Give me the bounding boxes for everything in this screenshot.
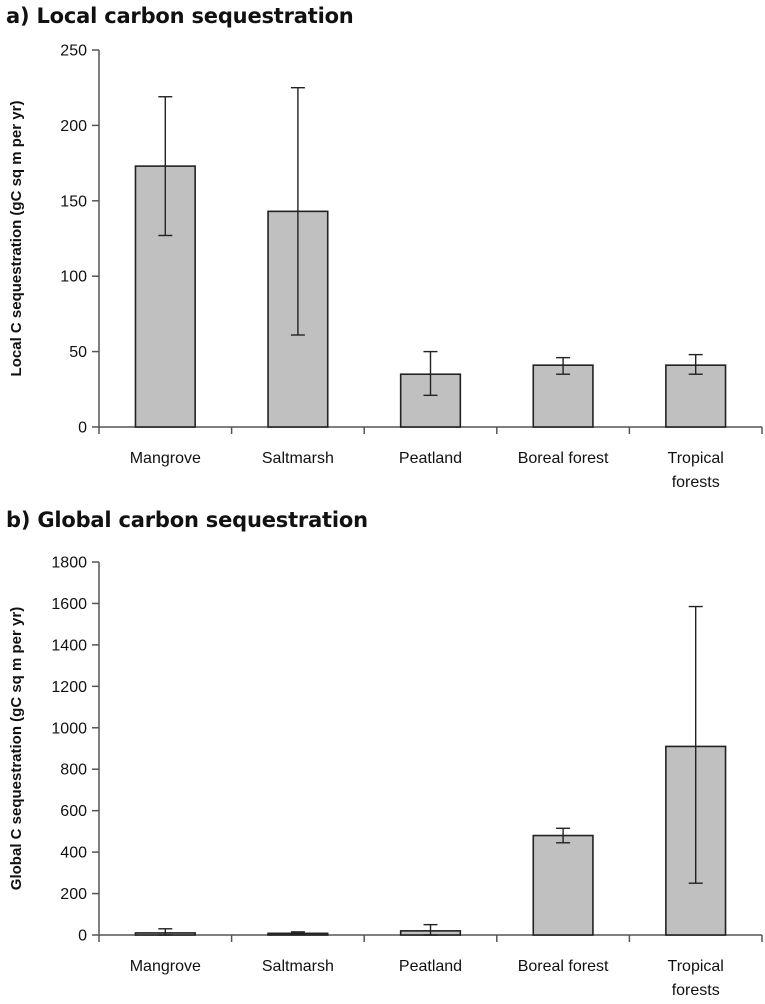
chart-title: b) Global carbon sequestration — [6, 508, 368, 532]
y-tick-label: 1800 — [51, 555, 87, 572]
y-tick-label: 400 — [60, 845, 87, 862]
bar — [532, 834, 594, 936]
bar — [665, 364, 727, 428]
y-tick-label: 1000 — [51, 720, 87, 737]
y-tick-label: 800 — [60, 762, 87, 779]
y-tick-label: 600 — [60, 803, 87, 820]
chart-title: a) Local carbon sequestration — [6, 4, 354, 28]
y-tick-label: 250 — [60, 43, 87, 60]
x-tick-label: Peatland — [399, 450, 462, 467]
x-tick-label: Peatland — [399, 958, 462, 975]
y-axis-label: Local C sequestration (gC sq m per yr) — [8, 101, 25, 377]
y-tick-label: 1400 — [51, 637, 87, 654]
x-tick-label: Boreal forest — [518, 958, 609, 975]
x-tick-label: Mangrove — [130, 450, 201, 467]
x-tick-label: Saltmarsh — [262, 450, 334, 467]
x-tick-label: Tropical — [668, 450, 724, 467]
x-tick-label: Mangrove — [130, 958, 201, 975]
local-sequestration-chart: Local C sequestration (gC sq m per yr) 0 5… — [8, 43, 763, 491]
y-tick-label: 50 — [69, 344, 87, 361]
x-tick-label: Saltmarsh — [262, 958, 334, 975]
bar — [532, 364, 594, 428]
x-tick-label: Tropical — [668, 958, 724, 975]
y-tick-label: 150 — [60, 193, 87, 210]
y-tick-label: 1200 — [51, 679, 87, 696]
chart-panel-global: b) Global carbon sequestration Global C … — [0, 504, 765, 1004]
y-tick-label: 200 — [60, 886, 87, 903]
y-tick-label: 200 — [60, 118, 87, 135]
y-tick-label: 1600 — [51, 596, 87, 613]
x-tick-label: Boreal forest — [518, 450, 609, 467]
y-tick-label: 0 — [78, 420, 87, 437]
chart-panel-local: a) Local carbon sequestration Local C se… — [0, 0, 765, 500]
y-tick-label: 0 — [78, 928, 87, 945]
global-sequestration-chart: Global C sequestration (gC sq m per yr) 0… — [8, 555, 763, 999]
y-axis-label: Global C sequestration (gC sq m per yr) — [8, 607, 25, 890]
x-tick-label: forests — [672, 982, 720, 999]
x-tick-label: forests — [672, 474, 720, 491]
y-tick-label: 100 — [60, 269, 87, 286]
